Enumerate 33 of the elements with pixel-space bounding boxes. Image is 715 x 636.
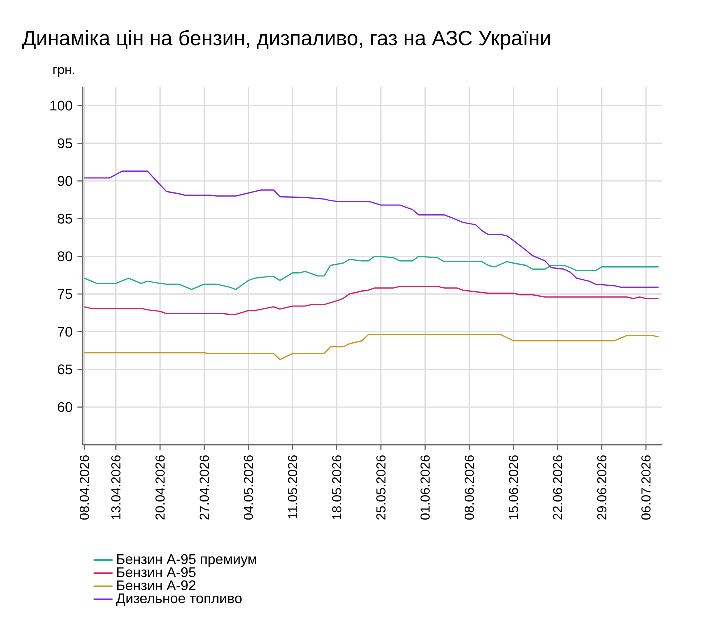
line-series bbox=[84, 286, 660, 316]
chart-title: Динаміка цін на бензин, дизпаливо, газ на АЗС України bbox=[22, 30, 550, 50]
x-tick-label: 04.05.2026 bbox=[244, 456, 254, 520]
y-tick-label: 60 bbox=[58, 402, 72, 412]
line-series bbox=[84, 170, 660, 288]
y-axis-title: грн. bbox=[54, 67, 74, 77]
x-tick-label: 27.04.2026 bbox=[200, 456, 210, 520]
x-tick-label: 01.06.2026 bbox=[420, 456, 430, 520]
y-tick-label: 90 bbox=[58, 176, 72, 186]
x-tick-label: 15.06.2026 bbox=[509, 456, 518, 520]
y-tick-label: 85 bbox=[58, 214, 72, 224]
line-series bbox=[84, 256, 660, 290]
y-tick-label: 75 bbox=[58, 289, 72, 300]
x-tick-label: 08.06.2026 bbox=[464, 456, 474, 520]
y-tick-label: 65 bbox=[58, 364, 72, 375]
y-tick-label: 100 bbox=[50, 100, 72, 111]
x-tick-label: 18.05.2026 bbox=[332, 456, 342, 520]
legend-label: Дизельное топливо bbox=[116, 594, 242, 606]
line-series bbox=[84, 334, 660, 360]
x-tick-label: 20.04.2026 bbox=[156, 456, 165, 520]
x-tick-label: 11.05.2026 bbox=[288, 456, 298, 518]
legend-label: Бензин А-92 bbox=[117, 580, 196, 591]
x-tick-label: 06.07.2026 bbox=[642, 456, 651, 520]
x-tick-label: 22.06.2026 bbox=[553, 456, 562, 520]
y-tick-label: 95 bbox=[58, 138, 72, 148]
x-tick-label: 13.04.2026 bbox=[112, 456, 121, 520]
x-tick-label: 25.05.2026 bbox=[376, 456, 386, 520]
legend-label: Бензин А-95 премиум bbox=[117, 554, 256, 568]
legend-label: Бензин А-95 bbox=[117, 568, 196, 578]
y-tick-label: 80 bbox=[58, 252, 72, 262]
y-tick-label: 70 bbox=[58, 326, 72, 337]
x-tick-label: 08.04.2026 bbox=[80, 456, 90, 520]
x-tick-label: 29.06.2026 bbox=[597, 456, 607, 520]
